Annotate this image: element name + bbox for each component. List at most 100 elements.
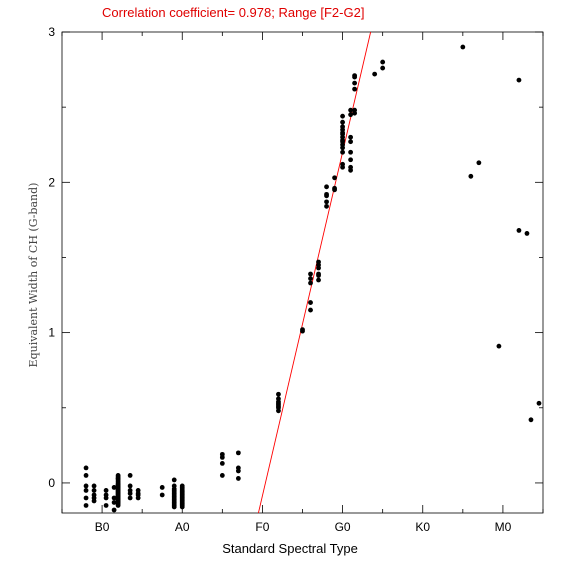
data-point [340, 149, 345, 155]
data-point [171, 486, 177, 492]
data-point [159, 492, 165, 498]
y-axis-label: Equivalent Width of CH (G-band) [27, 183, 40, 368]
data-point [127, 483, 133, 489]
data-point [83, 488, 89, 493]
data-point [352, 74, 358, 80]
data-point [308, 307, 313, 313]
x-tick-label: K0 [415, 520, 430, 534]
data-point [111, 500, 117, 505]
data-point [528, 417, 534, 423]
data-point [380, 65, 386, 71]
data-point [103, 488, 109, 493]
data-point [340, 119, 345, 125]
data-point [316, 271, 321, 277]
data-point [340, 142, 345, 148]
data-point [127, 491, 133, 496]
data-point [300, 328, 305, 334]
data-point [127, 473, 133, 478]
data-point [340, 113, 345, 119]
data-point [235, 476, 241, 481]
y-tick-label: 1 [48, 326, 55, 340]
data-point [308, 276, 313, 281]
data-point [496, 343, 502, 349]
data-point [103, 495, 109, 501]
data-point [324, 199, 329, 205]
data-point [91, 483, 97, 489]
data-point [348, 139, 353, 145]
data-point [332, 175, 337, 181]
x-tick-label: M0 [495, 520, 512, 534]
data-point [524, 231, 530, 236]
data-point [536, 400, 542, 406]
data-point [111, 507, 117, 513]
data-point [476, 160, 482, 166]
data-point [83, 495, 89, 501]
data-point [91, 488, 97, 493]
data-point [276, 408, 281, 414]
data-point [179, 489, 185, 495]
x-tick-label: B0 [95, 520, 110, 534]
data-point [235, 468, 241, 474]
data-point [316, 265, 321, 271]
data-point [324, 184, 329, 190]
data-point [348, 149, 353, 155]
data-points [83, 44, 542, 513]
data-point [516, 77, 522, 83]
x-tick-label: G0 [335, 520, 351, 534]
x-tick-label: F0 [255, 520, 269, 534]
data-point [324, 203, 329, 209]
data-point [308, 271, 313, 277]
data-point [103, 503, 109, 508]
axis-ticks: B0 A0 F0 G0 K0 M0 0 1 2 3 [48, 25, 544, 534]
data-point [352, 80, 358, 86]
data-point [83, 483, 89, 489]
data-point [348, 112, 353, 118]
data-point [308, 280, 313, 286]
data-point [135, 495, 141, 501]
data-point [340, 164, 345, 170]
data-point [83, 503, 89, 508]
data-point [276, 391, 281, 397]
data-point [91, 498, 97, 504]
chart-title: Correlation coefficient= 0.978; Range [F… [102, 5, 364, 20]
data-point [348, 167, 353, 173]
data-point [316, 277, 321, 283]
data-point [111, 495, 117, 501]
x-axis-label: Standard Spectral Type [222, 541, 358, 556]
data-point [308, 300, 313, 305]
data-point [179, 501, 185, 507]
fit-line-group [257, 31, 372, 514]
data-point [348, 157, 353, 163]
data-point [460, 44, 466, 50]
data-point [348, 107, 353, 113]
data-point [235, 450, 241, 456]
data-point [352, 86, 358, 92]
data-point [171, 497, 177, 502]
y-tick-label: 3 [48, 25, 55, 39]
data-point [372, 71, 378, 77]
data-point [219, 473, 225, 478]
data-point [348, 134, 353, 140]
data-point [468, 173, 474, 179]
data-point [276, 403, 281, 409]
data-point [219, 451, 225, 457]
data-point [115, 500, 121, 505]
y-tick-label: 2 [48, 175, 55, 189]
data-point [83, 473, 89, 478]
data-point [332, 185, 337, 191]
data-point [380, 59, 386, 65]
data-point [127, 495, 133, 501]
data-point [340, 137, 345, 143]
data-point [219, 460, 225, 466]
data-point [83, 465, 89, 471]
data-point [340, 127, 345, 133]
y-tick-label: 0 [48, 476, 55, 490]
data-point [352, 110, 358, 116]
data-point [171, 477, 177, 483]
data-point [159, 485, 165, 490]
plot-frame [61, 31, 544, 514]
data-point [324, 193, 329, 199]
x-tick-label: A0 [175, 520, 190, 534]
data-point [516, 228, 522, 233]
